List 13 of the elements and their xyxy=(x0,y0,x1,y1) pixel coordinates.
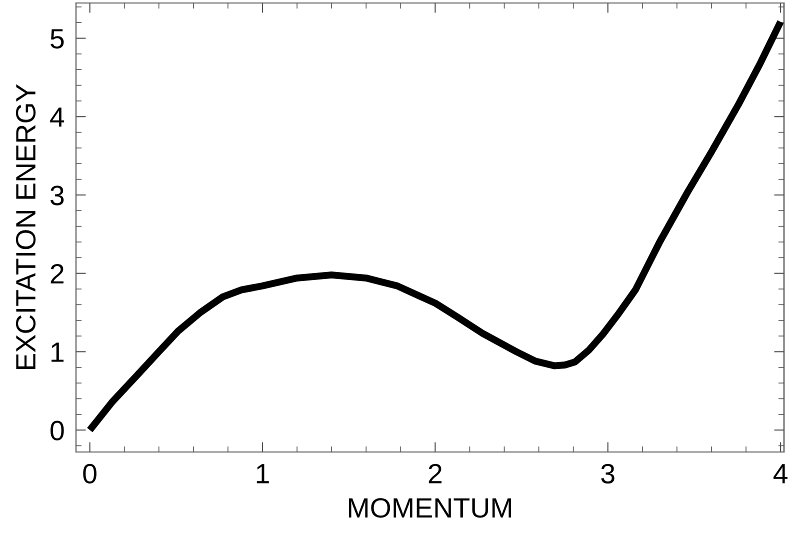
y-tick-label: 3 xyxy=(50,186,64,206)
x-axis-title: MOMENTUM xyxy=(348,498,512,518)
x-tick-label: 0 xyxy=(83,464,96,484)
y-tick-label: 2 xyxy=(50,264,64,284)
y-tick-label: 5 xyxy=(50,29,64,49)
y-tick-label: 4 xyxy=(50,108,64,127)
x-tick-label: 3 xyxy=(601,464,614,484)
y-tick-label: 0 xyxy=(50,420,64,440)
x-tick-label: 2 xyxy=(428,464,442,484)
x-tick-label: 4 xyxy=(773,464,788,484)
y-axis-title: EXCITATION ENERGY xyxy=(16,84,36,370)
y-tick-label: 1 xyxy=(52,342,64,362)
x-tick-label: 1 xyxy=(256,464,269,484)
